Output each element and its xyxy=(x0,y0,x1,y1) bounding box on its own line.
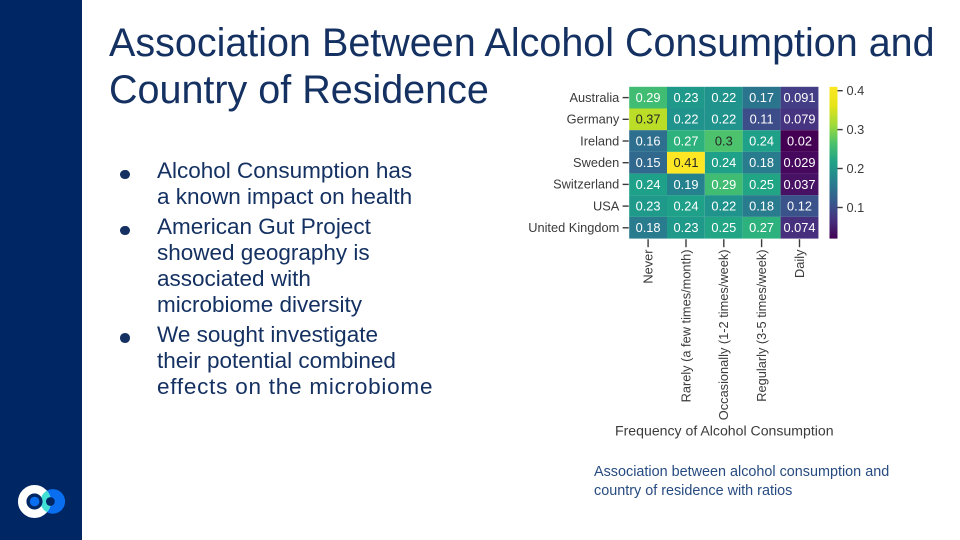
svg-text:0.1: 0.1 xyxy=(847,200,865,215)
svg-text:0.23: 0.23 xyxy=(674,220,699,235)
svg-text:0.23: 0.23 xyxy=(636,199,661,214)
svg-text:Frequency of Alcohol Consumpti: Frequency of Alcohol Consumption xyxy=(615,423,834,439)
svg-text:Regularly (3-5 times/week): Regularly (3-5 times/week) xyxy=(754,250,769,402)
svg-text:0.24: 0.24 xyxy=(711,155,736,170)
svg-text:0.25: 0.25 xyxy=(749,177,774,192)
svg-text:0.29: 0.29 xyxy=(636,90,661,105)
svg-text:0.29: 0.29 xyxy=(711,177,736,192)
svg-text:0.037: 0.037 xyxy=(783,177,815,192)
svg-text:Ireland: Ireland xyxy=(580,133,619,148)
svg-text:USA: USA xyxy=(593,198,620,213)
svg-text:Daily: Daily xyxy=(792,249,807,278)
svg-text:0.4: 0.4 xyxy=(847,83,865,98)
svg-text:0.19: 0.19 xyxy=(674,177,699,192)
svg-text:Occasionally (1-2 times/week): Occasionally (1-2 times/week) xyxy=(716,250,731,421)
svg-text:0.22: 0.22 xyxy=(711,90,736,105)
svg-text:0.24: 0.24 xyxy=(749,133,774,148)
svg-text:0.27: 0.27 xyxy=(674,133,699,148)
svg-text:0.11: 0.11 xyxy=(750,112,774,127)
svg-text:0.18: 0.18 xyxy=(749,155,774,170)
svg-text:0.029: 0.029 xyxy=(783,155,815,170)
svg-text:Rarely (a few times/month): Rarely (a few times/month) xyxy=(678,250,693,403)
svg-text:0.27: 0.27 xyxy=(749,220,774,235)
svg-text:0.12: 0.12 xyxy=(787,199,812,214)
svg-text:0.15: 0.15 xyxy=(636,155,661,170)
svg-text:Sweden: Sweden xyxy=(573,155,619,170)
svg-text:0.41: 0.41 xyxy=(674,155,699,170)
svg-text:0.3: 0.3 xyxy=(847,122,865,137)
svg-text:0.23: 0.23 xyxy=(674,90,699,105)
svg-text:0.37: 0.37 xyxy=(636,112,661,127)
svg-text:0.3: 0.3 xyxy=(715,133,733,148)
svg-text:0.18: 0.18 xyxy=(636,220,661,235)
svg-text:0.17: 0.17 xyxy=(749,90,774,105)
svg-text:0.18: 0.18 xyxy=(749,199,774,214)
svg-text:0.22: 0.22 xyxy=(674,112,699,127)
svg-text:0.079: 0.079 xyxy=(783,112,815,127)
svg-text:0.22: 0.22 xyxy=(711,112,736,127)
svg-text:Germany: Germany xyxy=(567,112,620,127)
svg-text:0.25: 0.25 xyxy=(711,220,736,235)
svg-text:0.02: 0.02 xyxy=(787,133,812,148)
svg-text:Switzerland: Switzerland xyxy=(553,177,619,192)
svg-text:United Kingdom: United Kingdom xyxy=(528,220,619,235)
svg-text:0.074: 0.074 xyxy=(783,220,815,235)
svg-text:0.091: 0.091 xyxy=(783,90,815,105)
svg-text:0.24: 0.24 xyxy=(674,199,699,214)
svg-text:0.16: 0.16 xyxy=(636,133,661,148)
svg-text:0.24: 0.24 xyxy=(636,177,661,192)
svg-text:0.22: 0.22 xyxy=(711,199,736,214)
svg-text:0.2: 0.2 xyxy=(847,161,865,176)
svg-text:Never: Never xyxy=(640,249,655,284)
svg-text:Australia: Australia xyxy=(570,90,621,105)
